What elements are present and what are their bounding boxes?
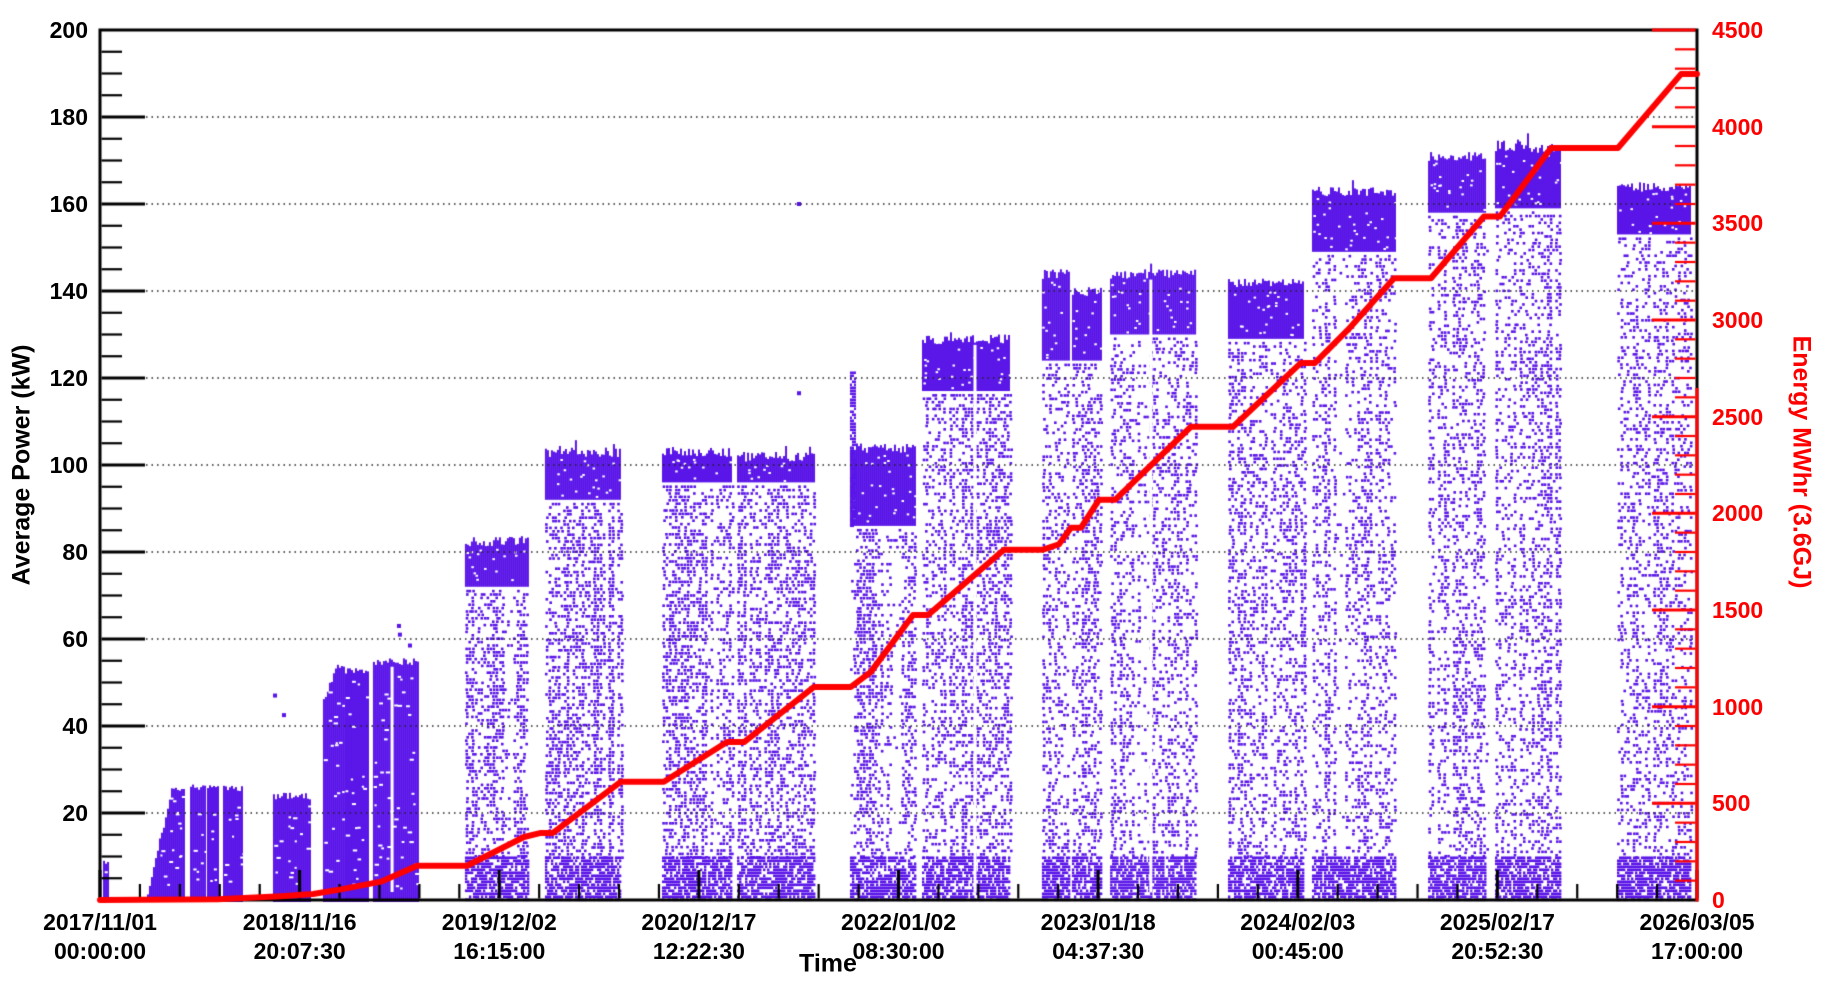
x-axis-title: Time (799, 949, 857, 978)
y-right-tick-label: 3500 (1712, 210, 1764, 237)
x-tick-date: 2019/12/02 (441, 909, 557, 935)
y-left-tick-label: 20 (62, 800, 88, 826)
y-left-tick-label: 200 (49, 17, 88, 43)
x-tick-date: 2026/03/05 (1639, 909, 1755, 935)
x-tick-time: 20:52:30 (1451, 938, 1544, 964)
y-right-tick-label: 2000 (1712, 500, 1764, 527)
x-tick-time: 20:07:30 (253, 938, 346, 964)
x-tick-date: 2024/02/03 (1240, 909, 1356, 935)
y-left-tick-label: 180 (49, 104, 88, 130)
y-right-tick-label: 4500 (1712, 17, 1764, 43)
x-tick-label: 2023/01/18 04:37:30 (1013, 908, 1183, 966)
y-left-tick-label: 60 (62, 626, 88, 652)
y-left-tick-label: 160 (49, 191, 88, 217)
x-tick-time: 08:30:00 (852, 938, 945, 964)
x-tick-label: 2024/02/03 00:45:00 (1213, 908, 1383, 966)
x-tick-time: 17:00:00 (1650, 938, 1744, 964)
x-tick-label: 2025/02/17 20:52:30 (1412, 908, 1582, 966)
x-tick-date: 2018/11/16 (242, 909, 357, 935)
x-tick-label: 2022/01/02 08:30:00 (814, 908, 984, 966)
x-tick-time: 00:00:00 (53, 938, 147, 964)
x-tick-label: 2017/11/01 00:00:00 (15, 908, 185, 966)
y-right-axis-title: Energy MWhr (3.6GJ) (1787, 335, 1816, 589)
x-tick-date: 2023/01/18 (1040, 909, 1156, 935)
y-left-tick-label: 80 (62, 539, 88, 565)
y-right-tick-label: 1500 (1712, 597, 1764, 623)
x-tick-date: 2017/11/01 (43, 909, 157, 935)
x-tick-label: 2026/03/05 17:00:00 (1612, 908, 1782, 966)
y-left-tick-label: 140 (49, 278, 88, 304)
x-tick-date: 2025/02/17 (1439, 909, 1555, 935)
x-tick-date: 2022/01/02 (840, 909, 957, 935)
y-left-axis-title: Average Power (kW) (7, 344, 36, 586)
x-tick-time: 12:22:30 (652, 938, 745, 964)
y-right-tick-label: 500 (1712, 790, 1751, 817)
x-tick-time: 04:37:30 (1052, 938, 1145, 964)
x-tick-label: 2020/12/17 12:22:30 (614, 908, 784, 966)
y-right-tick-label: 2500 (1712, 403, 1764, 430)
x-tick-time: 00:45:00 (1251, 938, 1344, 964)
x-tick-time: 16:15:00 (453, 938, 546, 964)
x-tick-label: 2018/11/16 20:07:30 (215, 908, 385, 966)
y-left-tick-label: 40 (62, 713, 88, 739)
y-left-tick-label: 120 (49, 365, 88, 391)
x-tick-date: 2020/12/17 (641, 909, 757, 935)
y-left-tick-label: 100 (49, 452, 88, 478)
y-right-tick-label: 1000 (1712, 693, 1764, 720)
x-tick-label: 2019/12/02 16:15:00 (414, 908, 584, 966)
y-right-tick-label: 3000 (1712, 307, 1764, 333)
y-right-tick-label: 4000 (1712, 113, 1764, 140)
y-right-tick-label: 0 (1712, 887, 1725, 913)
